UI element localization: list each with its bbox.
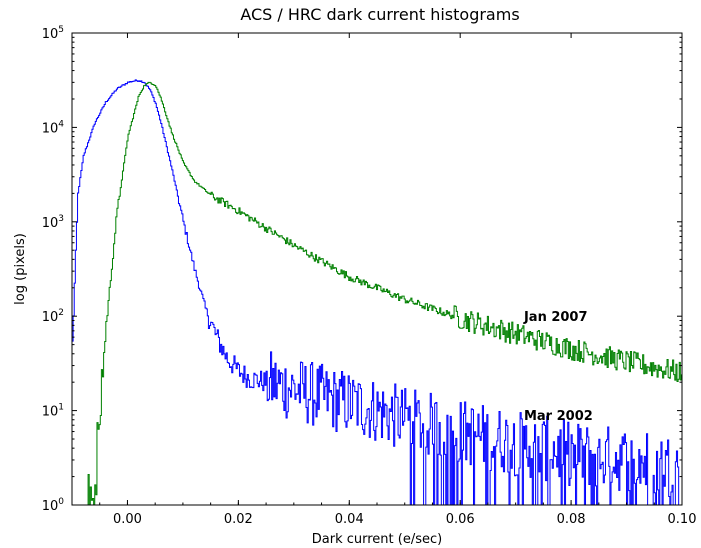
x-tick-label: 0.06 xyxy=(446,512,475,527)
annotation-label: Mar 2002 xyxy=(524,409,593,424)
y-tick-label-base: 10 xyxy=(42,405,59,420)
y-tick-label-exponent: 4 xyxy=(58,119,64,129)
y-tick-label-exponent: 1 xyxy=(58,403,64,413)
x-axis-title: Dark current (e/sec) xyxy=(312,532,442,547)
y-tick-label-base: 10 xyxy=(42,310,59,325)
y-tick-label-base: 10 xyxy=(42,216,59,231)
x-tick-label: 0.10 xyxy=(668,512,697,527)
y-tick-label: 103 xyxy=(42,214,64,231)
y-tick-label-base: 10 xyxy=(42,121,59,136)
y-axis-title: log (pixels) xyxy=(13,233,28,305)
y-tick-label-exponent: 3 xyxy=(58,214,64,224)
y-tick-label-base: 10 xyxy=(42,27,59,42)
chart-title: ACS / HRC dark current histograms xyxy=(240,5,519,24)
x-tick-label: 0.02 xyxy=(224,512,253,527)
y-tick-label: 105 xyxy=(42,25,64,42)
x-tick-label: 0.04 xyxy=(335,512,364,527)
y-tick-label-exponent: 5 xyxy=(58,25,64,35)
series-line-jan-2007 xyxy=(85,81,682,505)
y-tick-label: 102 xyxy=(42,308,64,325)
y-tick-label-exponent: 2 xyxy=(58,308,64,318)
ticks-layer: 0.00 0.02 0.04 0.06 0.08 0.101001011021031041… xyxy=(42,25,697,527)
y-tick-label: 100 xyxy=(42,497,65,514)
y-tick-label: 101 xyxy=(42,403,64,420)
annotation-label: Jan 2007 xyxy=(523,310,588,325)
y-tick-label-exponent: 0 xyxy=(58,497,64,507)
x-tick-label: 0.08 xyxy=(557,512,586,527)
y-tick-label-base: 10 xyxy=(42,499,59,514)
series-line-mar-2002 xyxy=(72,79,682,505)
series-layer xyxy=(72,79,682,505)
x-tick-label: 0.00 xyxy=(113,512,142,527)
y-tick-label: 104 xyxy=(42,119,65,136)
annotation-layer: Jan 2007 Mar 2002 xyxy=(523,310,593,424)
